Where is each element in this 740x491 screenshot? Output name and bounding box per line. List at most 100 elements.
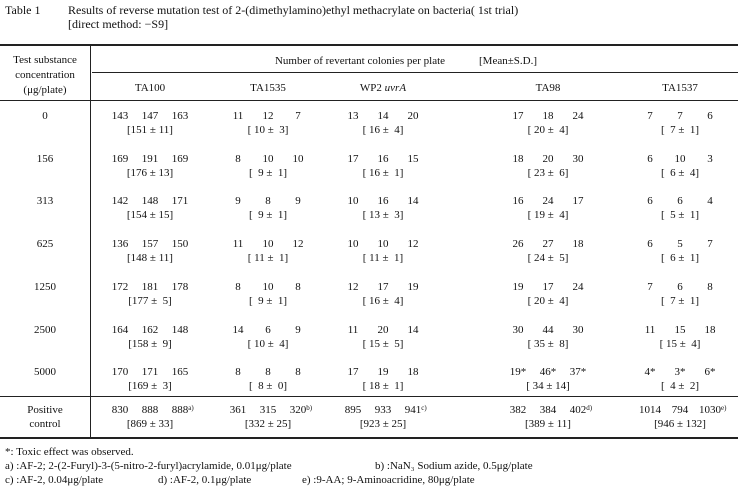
- colony-count: 26: [512, 238, 524, 251]
- colony-count: 11: [347, 323, 359, 336]
- rule: [0, 396, 738, 397]
- colony-count: 933: [374, 404, 392, 416]
- colony-count: 10: [377, 238, 389, 251]
- colony-count: 17: [347, 152, 359, 165]
- colony-count: 8: [235, 366, 241, 379]
- colony-count: 10: [292, 152, 304, 165]
- rule: [0, 100, 738, 101]
- row-label: control: [29, 418, 61, 430]
- mean-sd: [ 11 ± 1]: [247, 252, 289, 265]
- colony-count: 147: [141, 110, 159, 122]
- colony-count: 17: [572, 195, 584, 208]
- colony-count: 7: [647, 280, 653, 293]
- mean-sd: [ 6 ± 1]: [660, 252, 700, 265]
- colony-count: 315: [259, 404, 277, 416]
- mean-sd: [ 11 ± 1]: [362, 252, 404, 265]
- rule: [0, 44, 738, 46]
- colony-count: 6: [647, 152, 653, 165]
- colony-count: 402 d): [569, 404, 593, 416]
- colony-count: 6: [677, 280, 683, 293]
- mean-sd: [177 ± 5]: [128, 294, 172, 307]
- colony-count: 12: [407, 238, 419, 251]
- colony-count: 162: [141, 323, 159, 336]
- colony-count: 9: [295, 195, 301, 208]
- mean-sd: [946 ± 132]: [654, 418, 706, 430]
- footnote-ref: c): [421, 404, 427, 412]
- colony-count: 181: [141, 280, 159, 293]
- colony-count: 941 c): [404, 404, 427, 416]
- colony-count: 4: [707, 195, 713, 208]
- mean-sd: [ 15 ± 4]: [659, 337, 701, 350]
- colony-count: 171: [171, 195, 189, 208]
- colony-count: 30: [512, 323, 524, 336]
- colony-count: 148: [141, 195, 159, 208]
- mean-sd: [ 35 ± 8]: [527, 337, 569, 350]
- colony-count: 14: [407, 195, 419, 208]
- colony-count: 16: [377, 152, 389, 165]
- mean-sd: [ 16 ± 4]: [362, 124, 404, 136]
- colony-count: 18: [407, 366, 419, 379]
- colony-count: 19*: [509, 366, 527, 379]
- colony-count: 3*: [674, 366, 686, 379]
- colony-count: 12: [347, 280, 359, 293]
- footnote-ref: a): [188, 404, 194, 412]
- rule: [92, 72, 738, 73]
- colony-count: 136: [111, 238, 129, 251]
- colony-count: 191: [141, 152, 159, 165]
- colony-count: 30: [572, 152, 584, 165]
- colony-count: 172: [111, 280, 129, 293]
- concentration: 313: [36, 195, 54, 208]
- column-header: (μg/plate): [23, 84, 67, 96]
- rule: [0, 437, 738, 439]
- colony-count: 16: [377, 195, 389, 208]
- mean-sd: [ 10 ± 3]: [247, 124, 289, 136]
- concentration: 625: [36, 238, 54, 251]
- colony-count: 37*: [569, 366, 587, 379]
- mean-sd: [154 ± 15]: [126, 209, 174, 222]
- footnote: d) :AF-2, 0.1μg/plate: [158, 474, 252, 486]
- colony-count: 7: [677, 110, 683, 122]
- footnote: a) :AF-2; 2-(2-Furyl)-3-(5-nitro-2-furyl…: [5, 460, 292, 472]
- colony-count: 44: [542, 323, 554, 336]
- colony-count: 11: [644, 323, 656, 336]
- mean-sd: [332 ± 25]: [244, 418, 292, 430]
- mean-sd: [ 34 ± 14]: [526, 380, 570, 393]
- colony-count: 15: [674, 323, 686, 336]
- colony-count: 169: [171, 152, 189, 165]
- colony-count: 24: [542, 195, 554, 208]
- mean-sd: [ 6 ± 4]: [660, 166, 700, 179]
- column-divider: [90, 44, 91, 438]
- mean-sd: [ 4 ± 2]: [660, 380, 700, 393]
- mean-sd: [ 16 ± 1]: [362, 166, 404, 179]
- footnote: *: Toxic effect was observed.: [5, 446, 134, 458]
- colony-count: 8: [295, 366, 301, 379]
- concentration: 1250: [34, 280, 56, 293]
- mean-sd: [ 15 ± 5]: [362, 337, 404, 350]
- colony-count: 10: [262, 280, 274, 293]
- colony-count: 361: [229, 404, 247, 416]
- colony-count: 148: [171, 323, 189, 336]
- colony-count: 6: [677, 195, 683, 208]
- colony-count: 27: [542, 238, 554, 251]
- colony-count: 14: [407, 323, 419, 336]
- footnote-ref: e): [721, 404, 727, 412]
- colony-count: 6: [647, 238, 653, 251]
- strain-name: WP2: [359, 82, 382, 94]
- colony-count: 1014: [639, 404, 661, 416]
- colony-count: 16: [512, 195, 524, 208]
- mean-sd: [ 9 ± 1]: [248, 294, 288, 307]
- colony-count: 10: [262, 238, 274, 251]
- footnote: e) :9-AA; 9-Aminoacridine, 80μg/plate: [302, 474, 475, 486]
- footnote-ref: b): [306, 404, 313, 412]
- concentration: 156: [36, 152, 54, 165]
- colony-count: 5: [677, 238, 683, 251]
- colony-count: 888 a): [171, 404, 194, 416]
- row-label: Positive: [27, 404, 63, 416]
- colony-count: 18: [512, 152, 524, 165]
- mean-sd: [923 ± 25]: [359, 418, 407, 430]
- mean-sd: [ 13 ± 3]: [362, 209, 404, 222]
- colony-count: 320 b): [289, 404, 313, 416]
- colony-count: 17: [347, 366, 359, 379]
- mean-sd: [ 10 ± 4]: [247, 337, 289, 350]
